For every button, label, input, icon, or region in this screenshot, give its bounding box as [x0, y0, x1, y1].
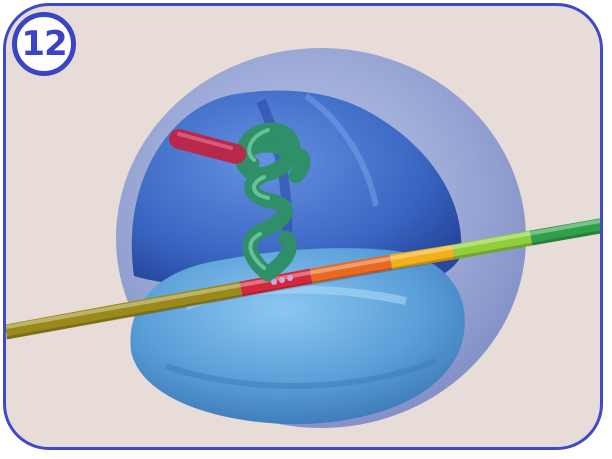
trna-highlight — [247, 128, 270, 270]
step-number-badge: 12 — [12, 12, 76, 76]
illustration-frame: 12 — [3, 3, 603, 450]
ribosome-illustration — [6, 48, 600, 428]
codon-markers — [271, 275, 293, 285]
mrna-strand-icon — [6, 218, 600, 340]
amino-acid-chain-icon — [169, 129, 246, 164]
small-subunit-shadow — [164, 358, 438, 389]
subunit-highlight — [304, 93, 379, 207]
